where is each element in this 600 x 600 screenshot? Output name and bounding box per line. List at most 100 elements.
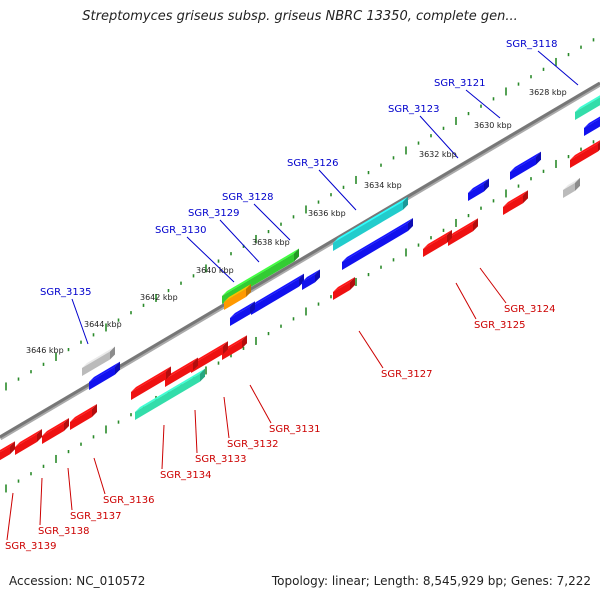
gene-red-m-end: [10, 441, 15, 455]
gene-gray-b-end: [575, 177, 580, 191]
gene-sgr-3126-top: [333, 196, 408, 243]
gene-red-h-face: [165, 362, 193, 387]
gene-red-f-top: [222, 335, 247, 352]
gene-red-i-face: [131, 371, 166, 400]
kbp-ruler: [5, 38, 595, 493]
gene-blue-f-face: [302, 274, 315, 290]
gene-blue-d-top: [342, 218, 413, 262]
leader-line: [223, 396, 230, 439]
gene-sgr-3126: [333, 196, 408, 251]
gene-red-k-face: [42, 423, 64, 444]
gene-label: SGR_3134: [160, 470, 212, 481]
gene-blue-c: [468, 178, 489, 201]
genome-summary-text: Topology: linear; Length: 8,545,929 bp; …: [271, 574, 591, 588]
gene-sgr-3134: [135, 368, 205, 420]
gene-red-g: [191, 341, 228, 373]
gene-orange: [224, 284, 251, 310]
gene-blue-g: [230, 301, 255, 326]
gene-label: SGR_3127: [381, 369, 433, 380]
gene-red-e-end: [350, 276, 355, 290]
leader-line: [537, 50, 579, 86]
leader-line: [318, 169, 357, 211]
gene-label: SGR_3135: [40, 287, 92, 298]
gene-blue-a-top: [584, 116, 600, 128]
leader-line: [194, 409, 198, 454]
gene-blue-b-top: [510, 151, 541, 172]
gene-red-j-face: [70, 409, 92, 430]
gene-red-k: [42, 418, 69, 444]
gene-label: SGR_3121: [434, 78, 486, 89]
gene-features: [0, 95, 600, 461]
gene-blue-e: [251, 273, 304, 315]
gene-red-j-end: [92, 404, 97, 418]
gene-gray-b-top: [563, 177, 580, 190]
gene-red-b-top: [503, 190, 528, 207]
leader-line: [455, 282, 477, 320]
gene-red-k-top: [42, 418, 69, 436]
leader-line: [39, 477, 43, 526]
leader-line: [219, 219, 260, 263]
gene-label: SGR_3129: [188, 208, 240, 219]
gene-red-d-top: [423, 229, 452, 249]
gene-sgr-3135-top: [82, 346, 115, 368]
leader-line: [419, 115, 459, 159]
gene-red-i: [131, 366, 171, 400]
gene-blue-a-face: [584, 118, 600, 136]
gene-label: SGR_3123: [388, 104, 440, 115]
gene-red-h: [165, 357, 198, 387]
gene-red-m: [0, 441, 15, 461]
leader-line: [253, 203, 291, 241]
leader-line: [71, 298, 89, 345]
gene-blue-c-end: [484, 178, 489, 192]
gene-red-c-top: [448, 218, 478, 238]
kbp-label: 3628 kbp: [529, 88, 567, 97]
gene-blue-e-end: [299, 273, 304, 287]
kbp-label: 3640 kbp: [196, 266, 234, 275]
gene-red-b-end: [523, 190, 528, 204]
gene-label: SGR_3138: [38, 526, 90, 537]
kbp-label: 3632 kbp: [419, 150, 457, 159]
gene-label-leaders: [6, 50, 579, 541]
gene-blue-c-top: [468, 178, 489, 193]
kbp-label: 3644 kbp: [84, 320, 122, 329]
gene-red-f-end: [242, 335, 247, 349]
gene-blue-d-end: [408, 218, 413, 232]
gene-red-f-face: [222, 340, 242, 360]
kbp-label: 3634 kbp: [364, 181, 402, 190]
gene-label: SGR_3136: [103, 495, 155, 506]
gene-orange-top: [224, 284, 251, 302]
gene-blue-e-top: [251, 273, 304, 307]
gene-red-l: [15, 429, 42, 455]
kbp-label: 3636 kbp: [308, 209, 346, 218]
gene-blue-g-top: [230, 301, 255, 318]
gene-sgr-3134-end: [200, 368, 205, 382]
gene-red-m-face: [0, 446, 10, 461]
gene-sgr-3128-top: [222, 248, 299, 296]
gene-sgr-3135: [82, 346, 115, 376]
gene-gray-b-face: [563, 182, 575, 198]
gene-label: SGR_3131: [269, 424, 321, 435]
gene-red-b: [503, 190, 528, 215]
gene-red-g-top: [191, 341, 228, 365]
gene-blue-b-face: [510, 156, 536, 180]
gene-labels: 3628 kbp 3630 kbp 3632 kbp 3634 kbp 3636 kbp…: [5, 39, 567, 552]
gene-red-c: [448, 218, 478, 246]
gene-red-d: [423, 229, 452, 257]
gene-blue-a: [584, 116, 600, 136]
gene-blue-f-top: [302, 269, 320, 282]
gene-label: SGR_3118: [506, 39, 558, 50]
gene-red-i-top: [131, 366, 171, 392]
gene-red-h-end: [193, 357, 198, 371]
gene-sgr-3135-end: [110, 346, 115, 360]
gene-red-a-face: [570, 143, 598, 168]
gene-red-e: [333, 276, 355, 300]
gene-red-a: [570, 140, 600, 168]
gene-blue-d-face: [342, 223, 408, 270]
leader-line: [358, 330, 384, 369]
gene-sgr-3118-top-top: [575, 95, 600, 112]
gene-gray-b: [563, 177, 580, 198]
gene-blue-d: [342, 218, 413, 270]
gene-label: SGR_3132: [227, 439, 279, 450]
gene-red-l-face: [15, 434, 37, 455]
